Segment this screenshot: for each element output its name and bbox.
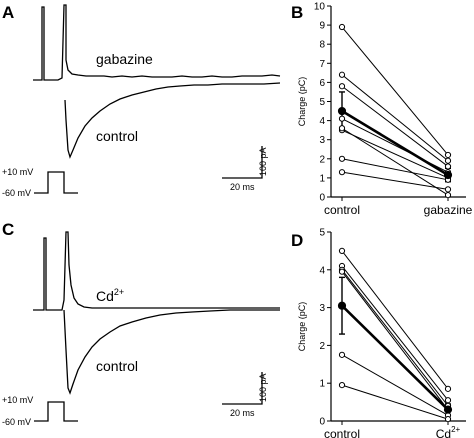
chart-b-cell-point: [338, 83, 346, 90]
scale-bar-y-label-c: 100 pA: [258, 373, 268, 402]
chart-d-cell-point: [338, 381, 346, 389]
cd-trace: [33, 231, 280, 311]
panel-a: A gabazine control 100 pA 20 ms +10 mV -…: [2, 3, 281, 198]
chart-b-y-label: Charge (pC): [297, 77, 307, 127]
control-label-c: control: [96, 358, 138, 374]
panel-c: C Cd2+ control 100 pA 20 ms +10 mV -60 m…: [2, 220, 280, 427]
panel-letter-d: D: [291, 231, 303, 250]
chart-b-cell-point: [338, 169, 346, 176]
chart-d-cell-line: [341, 271, 449, 410]
chart-b-mean-line: [341, 109, 449, 177]
panel-letter-c: C: [2, 220, 14, 239]
chart-d-cell-point: [444, 416, 452, 423]
chart-b-mean-point: [443, 170, 453, 180]
chart-d-y-tick-label: 2: [319, 341, 325, 352]
chart-b-y-tick-label: 2: [319, 154, 325, 165]
gabazine-label: gabazine: [96, 51, 153, 67]
chart-b-cell-line: [341, 171, 449, 190]
panel-letter-a: A: [2, 3, 14, 22]
chart-b-y-tick-label: 1: [319, 173, 325, 184]
scale-bar-a: [222, 146, 263, 179]
chart-b-category-label: gabazine: [424, 203, 473, 217]
chart-b-cell-line: [341, 26, 449, 156]
chart-b-cell-point: [338, 155, 346, 162]
chart-b-y-tick-label: 8: [319, 40, 325, 51]
scale-bar-y-label-a: 100 pA: [258, 147, 268, 176]
scale-bar-x-label-c: 20 ms: [230, 408, 255, 418]
chart-b-y-tick-label: 0: [319, 193, 325, 204]
chart-b-cell-point: [444, 151, 452, 159]
chart-b-y-tick-label: 5: [319, 97, 325, 108]
chart-d-cell-line: [341, 250, 449, 390]
chart-d-cell-point: [444, 397, 452, 404]
chart-b-cell-point: [444, 186, 452, 193]
chart-b-y-tick-label: 7: [319, 59, 325, 70]
step-high-label-a: +10 mV: [2, 167, 33, 177]
chart-b: 0 1 2 3 4 5 6 7 8 9 10 control gabazine Charge (pC): [297, 2, 473, 218]
chart-d-y-tick-label: 3: [319, 303, 325, 314]
control-label-a: control: [96, 128, 138, 144]
chart-d: 0 1 2 3 4 5 control Cd2+ Charge (pC): [297, 228, 466, 438]
panel-d: D 0 1 2 3 4 5 control Cd2+ Charge (pC): [291, 228, 466, 438]
chart-d-category-label: control: [324, 427, 360, 438]
chart-d-category-label: Cd2+: [436, 425, 461, 438]
chart-b-cell-line: [341, 74, 449, 162]
chart-b-category-label: control: [324, 203, 360, 217]
cd-label: Cd2+: [96, 287, 124, 304]
chart-b-y-tick-label: 3: [319, 135, 325, 146]
chart-d-y-label: Charge (pC): [297, 302, 307, 352]
chart-b-cell-line: [341, 158, 449, 181]
voltage-step-a: [34, 171, 78, 194]
chart-d-cell-point: [338, 268, 346, 275]
panel-letter-b: B: [291, 3, 303, 22]
chart-d-mean-point: [337, 301, 347, 310]
chart-d-cell-point: [338, 247, 346, 254]
chart-b-cell-point: [444, 163, 452, 170]
chart-b-cell-point: [338, 23, 346, 31]
step-high-label-c: +10 mV: [2, 395, 33, 405]
chart-d-y-tick-label: 1: [319, 379, 325, 390]
chart-b-cell-line: [341, 127, 449, 196]
chart-b-cell-line: [341, 129, 449, 179]
scale-bar-c: [222, 372, 263, 405]
chart-b-y-tick-label: 6: [319, 78, 325, 89]
scale-bar-x-label-a: 20 ms: [230, 182, 255, 192]
chart-b-cell-point: [444, 157, 452, 164]
chart-d-cell-line: [341, 384, 449, 420]
gabazine-trace: [33, 4, 281, 81]
control-trace-a: [64, 82, 281, 159]
chart-d-mean-point: [443, 405, 453, 414]
chart-d-y-tick-label: 5: [319, 228, 325, 239]
chart-b-cell-point: [338, 115, 346, 122]
chart-b-y-tick-label: 10: [314, 2, 326, 13]
chart-d-cell-line: [341, 354, 449, 416]
chart-b-mean-point: [337, 106, 347, 116]
chart-b-y-tick-label: 4: [319, 116, 325, 127]
chart-d-cell-point: [444, 385, 452, 392]
chart-b-cell-point: [338, 125, 346, 132]
control-trace-c: [63, 309, 280, 395]
chart-d-y-tick-label: 4: [319, 265, 325, 276]
step-low-label-c: -60 mV: [2, 417, 31, 427]
chart-d-cell-line: [341, 269, 449, 407]
chart-d-mean-line: [341, 304, 449, 411]
chart-b-y-tick-label: 9: [319, 21, 325, 32]
chart-b-cell-point: [444, 191, 452, 199]
voltage-step-c: [34, 401, 78, 422]
chart-d-cell-line: [341, 265, 449, 401]
chart-b-cell-point: [338, 71, 346, 78]
step-low-label-a: -60 mV: [2, 188, 31, 198]
chart-d-cell-point: [338, 351, 346, 358]
panel-b: B 0 1 2 3 4 5 6 7 8 9 10 control gabazine Charge (pC): [291, 2, 473, 218]
chart-b-cell-line: [341, 85, 449, 167]
chart-d-y-tick-label: 0: [319, 417, 325, 428]
